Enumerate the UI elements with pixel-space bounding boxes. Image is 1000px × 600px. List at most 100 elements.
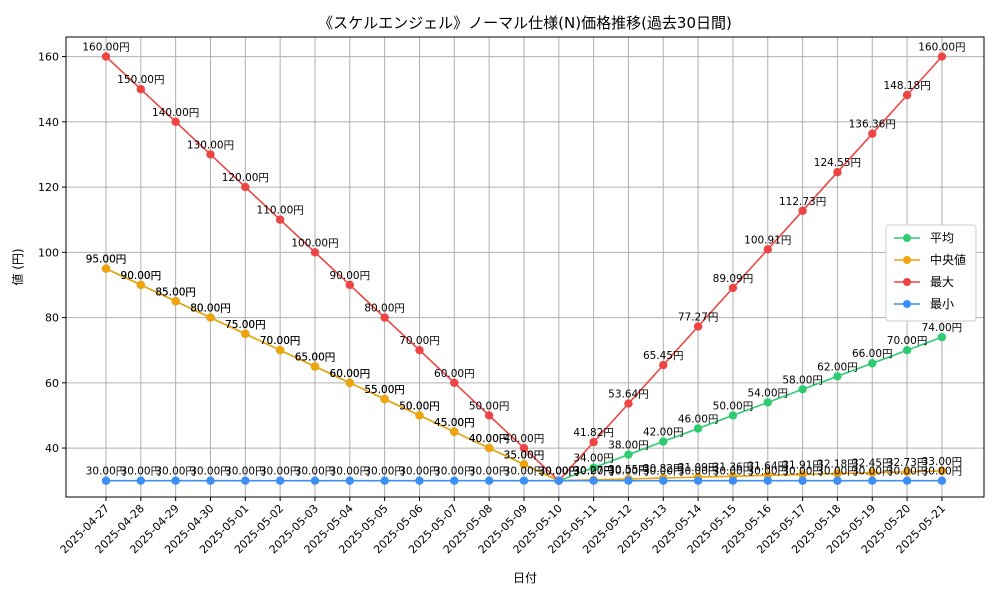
data-label: 160.00円	[82, 42, 129, 54]
data-label: 55.00円	[364, 384, 405, 396]
data-point	[763, 245, 772, 254]
data-point	[659, 476, 668, 485]
data-label: 32.73円	[887, 457, 928, 469]
data-label: 30.00円	[469, 466, 510, 478]
data-label: 60.00円	[330, 368, 371, 380]
legend-label: 平均	[930, 231, 954, 245]
data-point	[693, 476, 703, 485]
data-point	[728, 411, 738, 420]
data-label: 34.00円	[573, 453, 614, 465]
data-label: 95.00円	[86, 254, 127, 266]
grid-lines	[66, 37, 984, 497]
data-label: 65.00円	[295, 352, 336, 364]
data-point	[833, 168, 842, 177]
data-label: 95.00円	[86, 254, 127, 266]
data-label: 30.00円	[539, 466, 580, 478]
data-label: 30.00円	[539, 466, 580, 478]
data-label: 160.00円	[918, 42, 965, 54]
data-point	[171, 297, 180, 306]
data-point	[415, 476, 424, 485]
data-label: 77.27円	[678, 311, 719, 323]
data-label: 70.00円	[260, 335, 301, 347]
data-point	[589, 437, 598, 447]
data-label: 30.00円	[190, 466, 231, 478]
data-label: 30.82円	[643, 463, 684, 475]
data-point	[206, 313, 215, 322]
data-point	[868, 359, 877, 368]
data-label: 38.00円	[608, 440, 649, 452]
legend-swatch-marker	[903, 234, 911, 242]
data-label: 31.36円	[713, 461, 754, 473]
data-point	[763, 476, 772, 485]
y-tick-label: 100	[38, 246, 59, 259]
data-label: 66.00円	[852, 348, 893, 360]
data-label: 30.00円	[295, 466, 336, 478]
data-label: 80.00円	[364, 303, 405, 315]
data-label: 85.00円	[155, 286, 196, 298]
legend-label: 最小	[930, 297, 954, 311]
data-label: 112.73円	[779, 196, 826, 208]
data-label: 30.00円	[539, 466, 580, 478]
data-point	[624, 399, 633, 408]
data-point	[519, 476, 529, 485]
data-label: 60.00円	[434, 368, 475, 380]
data-label: 89.09円	[713, 273, 754, 285]
data-point	[902, 345, 912, 355]
data-label: 70.00円	[887, 335, 928, 347]
data-point	[798, 470, 807, 479]
data-label: 40.00円	[469, 433, 510, 445]
legend-swatch-marker	[903, 256, 911, 264]
data-point	[206, 150, 215, 159]
data-label: 35.00円	[504, 449, 545, 461]
data-label: 30.00円	[86, 466, 127, 478]
data-point	[868, 468, 877, 477]
data-label: 55.00円	[364, 384, 405, 396]
data-point	[484, 443, 494, 453]
data-label: 70.00円	[399, 335, 440, 347]
y-axis-label: 値 (円)	[10, 248, 25, 285]
data-point	[101, 264, 111, 273]
data-point	[101, 52, 111, 61]
data-label: 30.55円	[608, 464, 649, 476]
series-lines	[101, 52, 947, 485]
data-point	[833, 469, 842, 478]
data-label: 30.00円	[260, 466, 301, 478]
data-label: 58.00円	[782, 374, 823, 386]
data-label: 30.00円	[121, 466, 162, 478]
data-label: 30.00円	[852, 466, 893, 478]
data-point	[937, 52, 947, 61]
data-point	[519, 460, 529, 469]
data-point	[798, 476, 807, 485]
data-label: 75.00円	[225, 319, 266, 331]
data-label: 30.00円	[817, 466, 858, 478]
chart-title: 《スケルエンジェル》ノーマル仕様(N)価格推移(過去30日間)	[318, 14, 732, 32]
data-label: 30.00円	[504, 466, 545, 478]
data-point	[902, 476, 912, 485]
data-point	[171, 476, 180, 485]
data-label: 30.00円	[922, 466, 963, 478]
data-label: 74.00円	[922, 322, 963, 334]
data-point	[833, 476, 842, 485]
legend-swatch-marker	[903, 300, 911, 308]
data-point	[902, 467, 912, 476]
data-point	[937, 466, 947, 476]
data-label: 60.00円	[330, 368, 371, 380]
data-point	[380, 394, 389, 404]
data-point	[275, 476, 285, 485]
data-point	[345, 378, 355, 388]
data-point	[345, 280, 355, 290]
data-label: 30.00円	[643, 466, 684, 478]
data-label: 30.00円	[155, 466, 196, 478]
data-label: 30.27円	[573, 465, 614, 477]
data-label: 80.00円	[190, 303, 231, 315]
data-point	[380, 476, 389, 485]
data-point	[241, 329, 250, 339]
data-label: 30.00円	[887, 466, 928, 478]
data-label: 30.00円	[713, 466, 754, 478]
data-point	[693, 424, 703, 433]
data-point	[345, 476, 355, 485]
data-label: 46.00円	[678, 413, 719, 425]
data-point	[171, 117, 180, 127]
data-label: 130.00円	[187, 139, 234, 151]
